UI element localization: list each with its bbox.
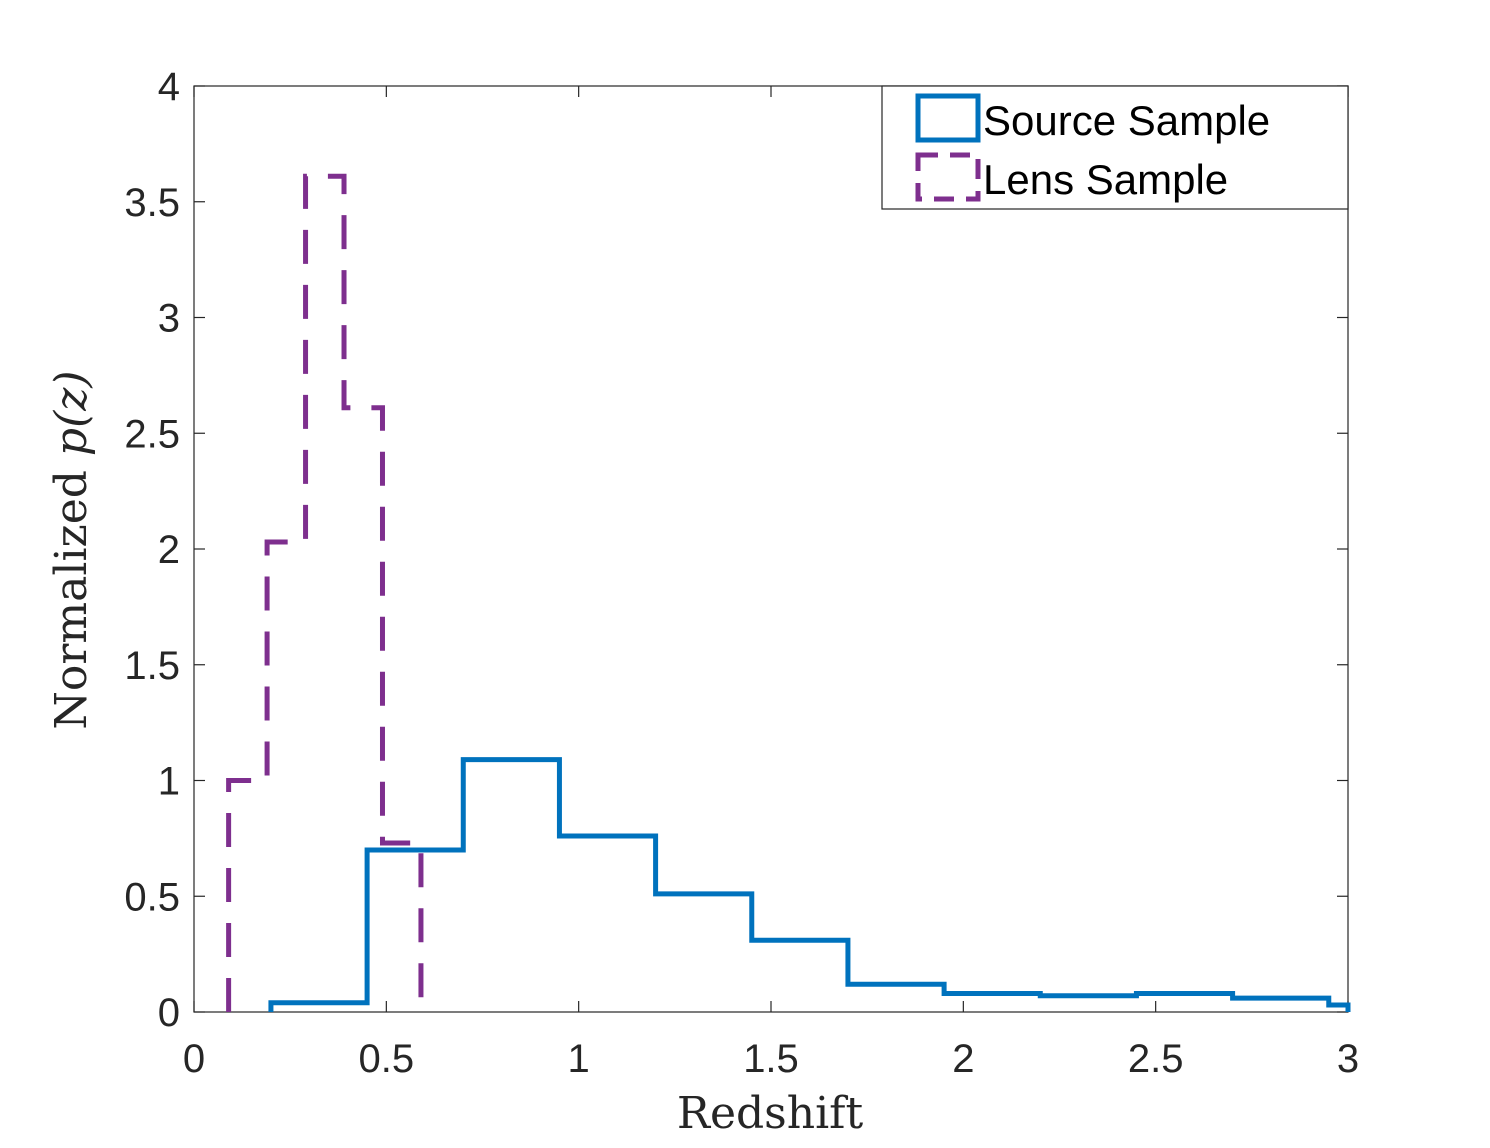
series-lens-sample xyxy=(226,173,424,1012)
legend-box xyxy=(881,85,1349,210)
x-axis-title: Redshift xyxy=(677,1088,864,1139)
x-tick-label: 2 xyxy=(952,1037,974,1081)
y-tick-label: 3 xyxy=(158,297,180,341)
legend: Source Sample Lens Sample xyxy=(881,85,1349,210)
x-tick-label: 0.5 xyxy=(359,1037,415,1081)
tick-labels: 0 0.5 1 1.5 2 2.5 3 0 0.5 1 1.5 2 2.5 3 3.5 4 xyxy=(124,65,1359,1081)
plot-area xyxy=(193,85,1351,1013)
x-tick-label: 1.5 xyxy=(743,1037,799,1081)
y-tick-label: 0 xyxy=(158,991,180,1035)
legend-label-lens: Lens Sample xyxy=(983,156,1228,203)
y-tick-label: 4 xyxy=(158,65,180,109)
legend-swatch-source xyxy=(915,93,981,143)
y-axis-title: Normalized p(z) xyxy=(46,370,97,729)
y-tick-label: 1.5 xyxy=(124,644,180,688)
series-layer xyxy=(226,173,1351,1012)
x-tick-label: 2.5 xyxy=(1128,1037,1184,1081)
x-tick-label: 3 xyxy=(1337,1037,1359,1081)
series-source-sample xyxy=(268,757,1351,1012)
y-axis-title-math: p(z) xyxy=(46,370,97,456)
y-tick-label: 0.5 xyxy=(124,875,180,919)
legend-swatch-lens xyxy=(915,152,981,202)
y-tick-label: 1 xyxy=(158,760,180,804)
legend-label-source: Source Sample xyxy=(983,97,1270,144)
x-tick-label: 0 xyxy=(183,1037,205,1081)
y-tick-label: 3.5 xyxy=(124,181,180,225)
y-tick-label: 2.5 xyxy=(124,412,180,456)
y-tick-label: 2 xyxy=(158,528,180,572)
x-tick-label: 1 xyxy=(568,1037,590,1081)
axes-box xyxy=(193,85,1349,1013)
y-axis-title-prefix: Normalized xyxy=(46,456,97,730)
